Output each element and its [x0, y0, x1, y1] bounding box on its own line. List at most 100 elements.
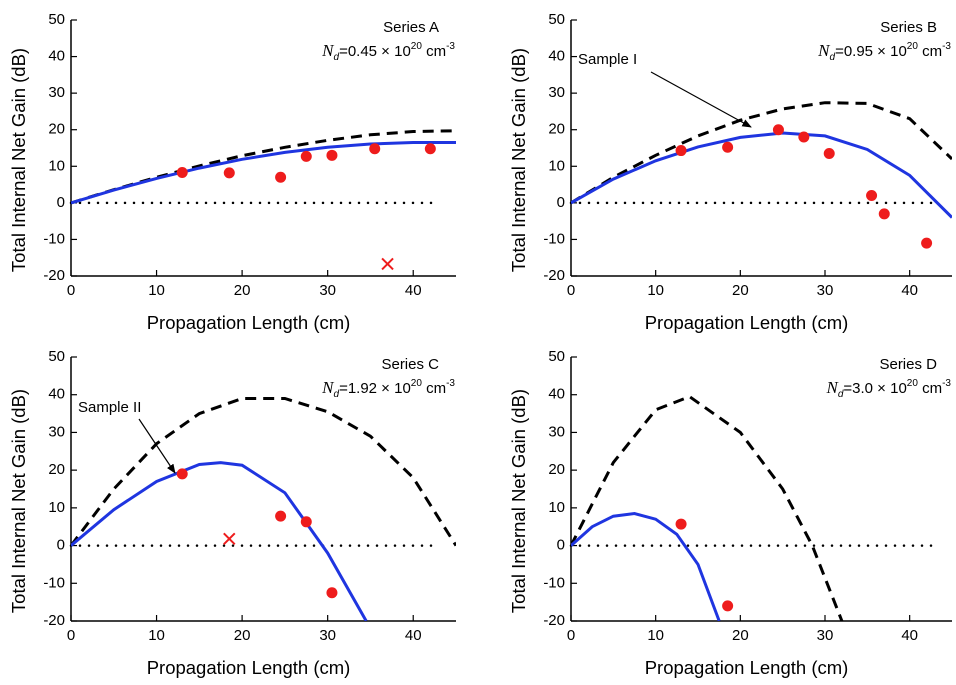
y-tick-label: -20 — [543, 267, 565, 284]
x-tick-label: 30 — [817, 282, 834, 299]
y-tick-label: -10 — [543, 574, 565, 591]
nd-unit: cm — [918, 43, 942, 60]
y-tick-label: -20 — [43, 612, 65, 629]
y-tick-label: 0 — [557, 537, 565, 554]
nd-value: =1.92 × 10 — [339, 380, 411, 397]
nd-sub: d — [334, 389, 340, 400]
x-tick-label: 20 — [234, 282, 251, 299]
x-tick-label: 20 — [234, 627, 251, 644]
x-tick-label: 10 — [647, 627, 664, 644]
callout-arrow — [650, 71, 752, 128]
data-point — [275, 171, 287, 183]
data-point — [176, 167, 188, 179]
y-tick-label: 40 — [48, 48, 65, 65]
nd-sub: d — [838, 389, 844, 400]
y-tick-label: 40 — [548, 386, 565, 403]
y-tick-label: 20 — [48, 121, 65, 138]
nd-unit-exp: -3 — [942, 41, 951, 52]
x-tick-label: 30 — [817, 627, 834, 644]
y-tick-label: 40 — [548, 48, 565, 65]
x-tick-label: 10 — [148, 282, 165, 299]
x-axis-label: Propagation Length (cm) — [147, 312, 351, 333]
nd-sub: d — [334, 52, 340, 63]
y-tick-label: -20 — [43, 267, 65, 284]
data-point — [722, 600, 734, 612]
x-tick-label: 40 — [901, 627, 918, 644]
nd-symbol: N — [321, 378, 335, 397]
y-tick-label: 50 — [48, 348, 65, 365]
y-tick-label: 10 — [48, 499, 65, 516]
callout-label: Sample II — [78, 399, 141, 416]
panel-title: Series D — [879, 356, 937, 373]
x-tick-label: 40 — [405, 627, 422, 644]
x-tick-label: 40 — [405, 282, 422, 299]
x-tick-label: 0 — [67, 282, 75, 299]
nd-exp: 20 — [907, 378, 919, 389]
y-tick-label: 50 — [548, 348, 565, 365]
panel-title: Series B — [880, 19, 937, 36]
y-tick-label: 30 — [48, 423, 65, 440]
nd-symbol: N — [825, 378, 839, 397]
nd-symbol: N — [321, 41, 335, 60]
nd-sub: d — [830, 52, 836, 63]
nd-unit-exp: -3 — [942, 378, 951, 389]
panel-title: Series A — [383, 19, 439, 36]
x-axis-label: Propagation Length (cm) — [645, 312, 849, 333]
y-tick-label: 10 — [48, 157, 65, 174]
dashed-curve — [571, 394, 844, 621]
data-point — [722, 141, 734, 153]
callout-arrow — [138, 418, 176, 474]
data-point — [772, 124, 784, 136]
x-tick-label: 30 — [319, 627, 336, 644]
y-tick-label: -20 — [543, 612, 565, 629]
solid-curve — [571, 131, 952, 219]
data-point — [866, 190, 878, 202]
y-tick-label: 0 — [57, 537, 65, 554]
callout-label: Sample I — [578, 51, 637, 68]
data-point — [424, 143, 436, 155]
dashed-curve — [71, 129, 456, 205]
solid-curve — [71, 461, 368, 621]
nd-unit-exp: -3 — [446, 378, 455, 389]
y-tick-label: 20 — [548, 461, 565, 478]
nd-value: =3.0 × 10 — [843, 380, 906, 397]
data-point — [878, 208, 890, 220]
data-point — [675, 145, 687, 157]
x-tick-label: 40 — [901, 282, 918, 299]
y-tick-label: -10 — [43, 574, 65, 591]
y-tick-label: 0 — [57, 194, 65, 211]
y-axis-label: Total Internal Net Gain (dB) — [8, 48, 29, 272]
nd-unit-exp: -3 — [446, 41, 455, 52]
y-tick-label: 30 — [548, 423, 565, 440]
data-point — [223, 167, 235, 179]
panel-title: Series C — [381, 356, 439, 373]
x-tick-label: 0 — [567, 282, 575, 299]
y-tick-label: -10 — [543, 230, 565, 247]
x-axis-label: Propagation Length (cm) — [645, 657, 849, 678]
y-axis-label: Total Internal Net Gain (dB) — [8, 389, 29, 613]
nd-unit: cm — [422, 43, 446, 60]
y-tick-label: 20 — [48, 461, 65, 478]
x-tick-label: 20 — [732, 282, 749, 299]
y-tick-label: 30 — [48, 84, 65, 101]
x-tick-label: 20 — [732, 627, 749, 644]
data-point — [300, 516, 312, 528]
y-tick-label: -10 — [43, 230, 65, 247]
doping-label: Nd=0.45 × 1020 cm-3 — [321, 41, 455, 63]
data-point — [275, 510, 287, 522]
y-tick-label: 20 — [548, 121, 565, 138]
dashed-curve — [571, 101, 952, 205]
data-point — [369, 143, 381, 155]
nd-exp: 20 — [411, 41, 423, 52]
y-tick-label: 30 — [548, 84, 565, 101]
nd-unit: cm — [918, 380, 942, 397]
y-tick-label: 10 — [548, 499, 565, 516]
solid-curve — [571, 511, 721, 621]
x-tick-label: 10 — [148, 627, 165, 644]
x-axis-label: Propagation Length (cm) — [147, 657, 351, 678]
nd-value: =0.45 × 10 — [339, 43, 411, 60]
data-point — [921, 237, 933, 249]
x-tick-label: 10 — [647, 282, 664, 299]
cross-point — [223, 532, 236, 545]
y-axis-label: Total Internal Net Gain (dB) — [508, 48, 529, 272]
